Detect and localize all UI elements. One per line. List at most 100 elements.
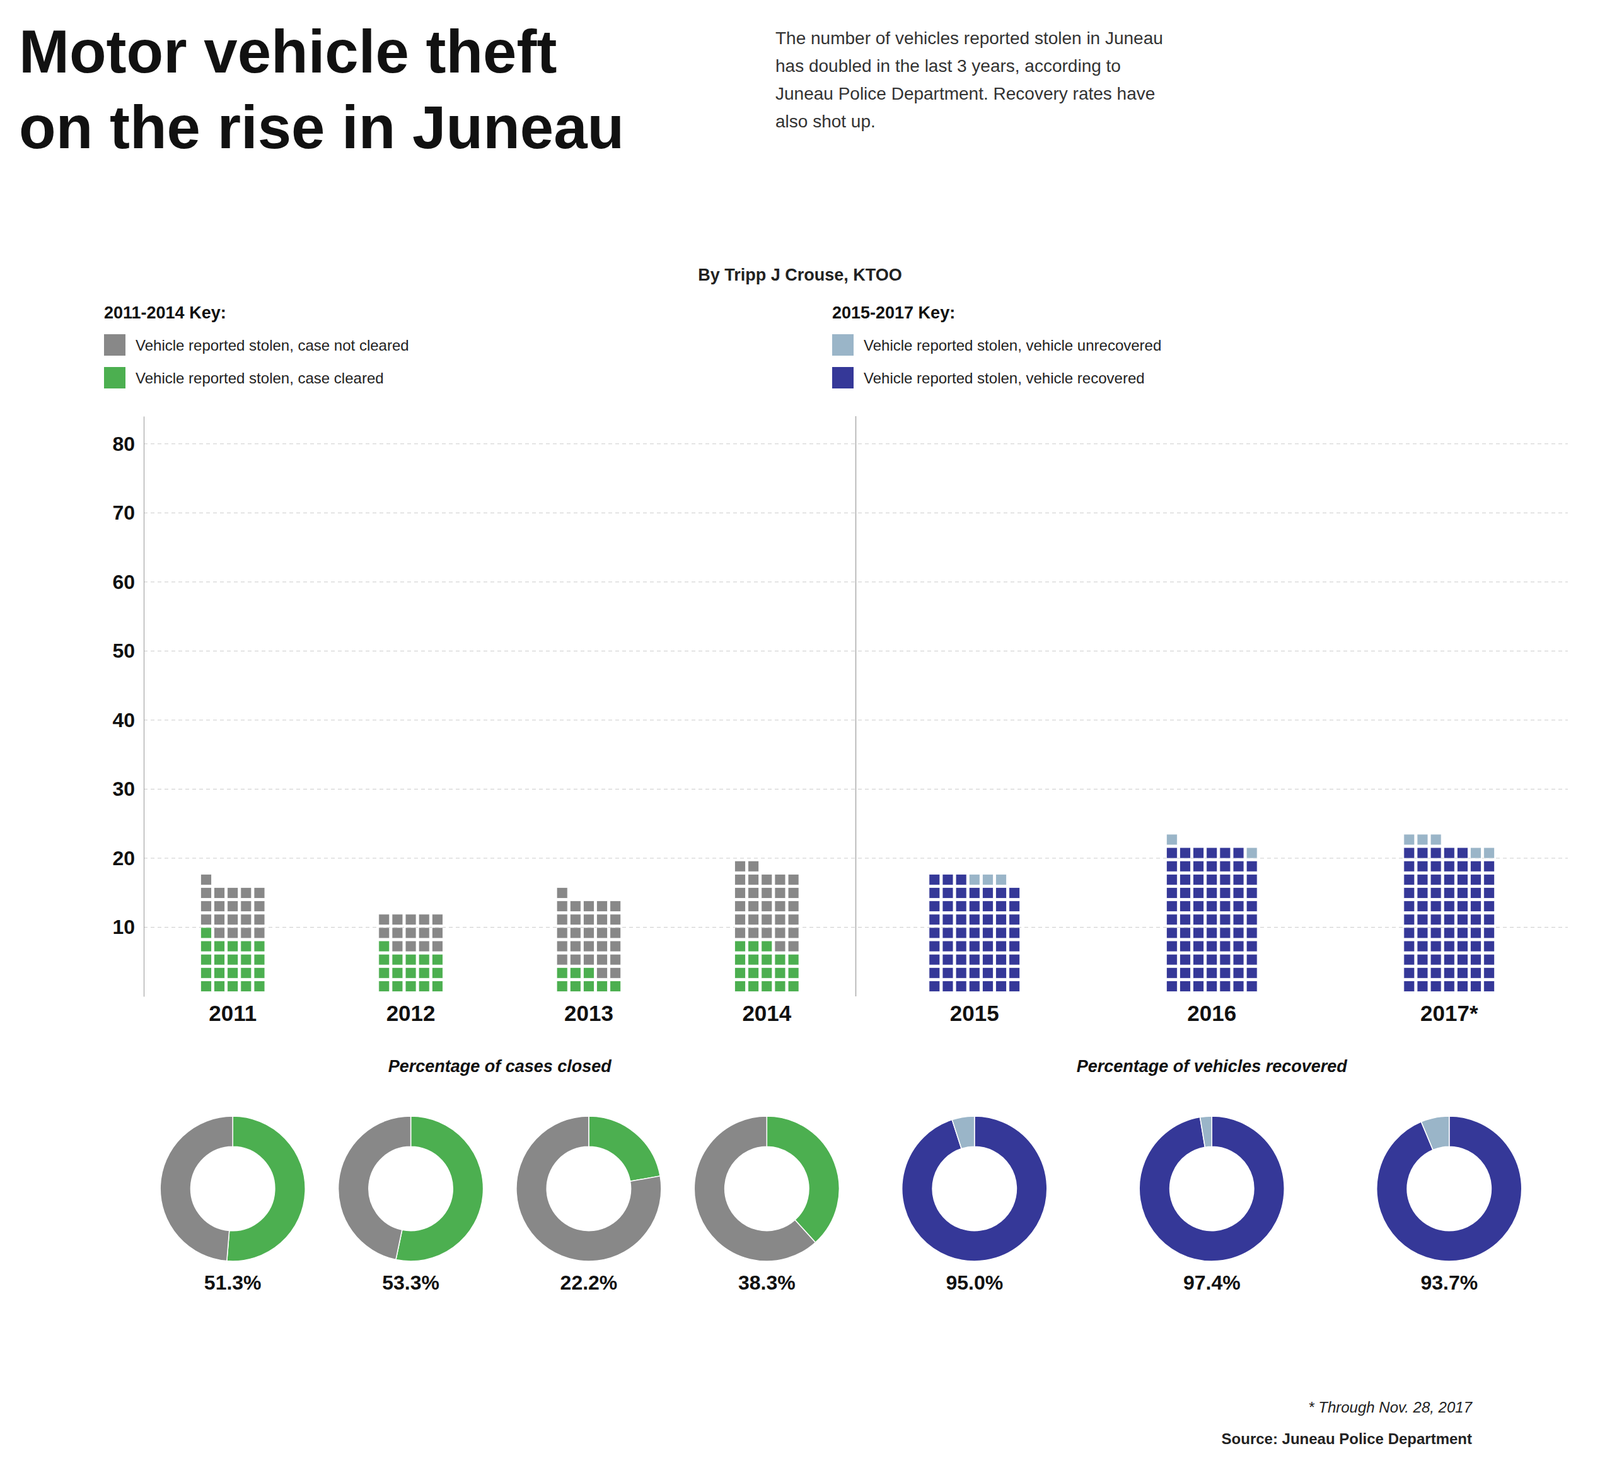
waffle-square <box>392 953 403 965</box>
infographic: Motor vehicle thefton the rise in Juneau… <box>0 0 1600 1463</box>
waffle-square <box>1166 980 1177 992</box>
waffle-square <box>1219 927 1231 939</box>
waffle-square <box>1470 873 1482 885</box>
waffle-square <box>418 940 430 952</box>
waffle-square <box>1219 860 1231 872</box>
waffle-square <box>761 914 773 925</box>
y-tick: 10 <box>112 915 144 939</box>
waffle-square <box>583 927 594 939</box>
waffle-square <box>1206 887 1218 899</box>
waffle-square <box>968 980 980 992</box>
waffle-square <box>227 887 239 899</box>
waffle-square <box>378 940 390 952</box>
waffle-square <box>929 940 940 952</box>
waffle-square <box>378 927 390 939</box>
waffle-square <box>556 887 568 899</box>
waffle-square <box>761 967 773 978</box>
waffle-square <box>1193 887 1205 899</box>
waffle-square <box>1219 940 1231 952</box>
waffle-square <box>418 927 430 939</box>
waffle-square <box>1470 914 1482 925</box>
waffle-square <box>610 980 621 992</box>
waffle-square <box>982 967 993 978</box>
waffle-square <box>1206 900 1218 912</box>
waffle-square <box>1179 967 1191 978</box>
waffle-square <box>1484 847 1495 858</box>
waffle-square <box>1166 967 1177 978</box>
waffle-square <box>774 940 786 952</box>
donut-slice <box>1376 1115 1522 1261</box>
waffle-segment <box>968 873 1007 885</box>
waffle-square <box>1403 940 1415 952</box>
waffle-square <box>1484 927 1495 939</box>
waffle-square <box>748 927 760 939</box>
x-tick: 2012 <box>386 996 436 1026</box>
waffle-square <box>200 927 212 939</box>
waffle-square <box>214 967 226 978</box>
waffle-square <box>1470 940 1482 952</box>
waffle-square <box>968 914 980 925</box>
waffle-square <box>1246 900 1258 912</box>
waffle-square <box>929 953 940 965</box>
waffle-square <box>1206 873 1218 885</box>
data-label: 95.0% <box>945 1270 1003 1294</box>
waffle-square <box>968 927 980 939</box>
waffle-square <box>748 940 760 952</box>
waffle-square <box>556 967 568 978</box>
waffle-square <box>1179 873 1191 885</box>
waffle-square <box>788 927 799 939</box>
legend-swatch <box>832 366 854 389</box>
waffle-square <box>735 980 746 992</box>
waffle-square <box>254 953 265 965</box>
x-tick-label: 2014 <box>742 1000 792 1026</box>
waffle-square <box>955 873 967 885</box>
waffle-square <box>1484 953 1495 965</box>
x-tick: 2017* <box>1420 996 1479 1026</box>
waffle-square <box>1233 927 1244 939</box>
waffle-square <box>1179 953 1191 965</box>
annotation: Source: Juneau Police Department <box>1221 1429 1473 1447</box>
legend-entry: Vehicle reported stolen, vehicle unrecov… <box>863 336 1162 354</box>
waffle-square <box>583 953 594 965</box>
title: Motor vehicle theft <box>18 17 557 86</box>
waffle-square <box>968 953 980 965</box>
waffle-square <box>240 927 252 939</box>
data-label: 38.3% <box>738 1270 796 1294</box>
waffle-square <box>996 900 1007 912</box>
waffle-square <box>955 980 967 992</box>
waffle-square <box>1246 914 1258 925</box>
waffle-segment <box>200 927 265 992</box>
waffle-square <box>942 980 954 992</box>
waffle-square <box>1470 953 1482 965</box>
waffle-square <box>1470 980 1482 992</box>
waffle-square <box>1470 967 1482 978</box>
waffle-square <box>1206 847 1218 858</box>
waffle-square <box>968 887 980 899</box>
waffle-square <box>569 927 581 939</box>
waffle-square <box>1206 940 1218 952</box>
waffle-square <box>1179 980 1191 992</box>
waffle-square <box>1484 940 1495 952</box>
waffle-square <box>1430 900 1442 912</box>
donut: 51.3% <box>160 1115 306 1294</box>
waffle-square <box>1219 914 1231 925</box>
waffle-square <box>1403 887 1415 899</box>
waffle-square <box>597 967 608 978</box>
waffle-square <box>968 967 980 978</box>
waffle-square <box>748 953 760 965</box>
waffle-square <box>431 940 443 952</box>
waffle-square <box>1443 873 1455 885</box>
waffle-square <box>1193 914 1205 925</box>
waffle-square <box>378 914 390 925</box>
subtitle: has doubled in the last 3 years, accordi… <box>775 56 1121 76</box>
waffle-square <box>735 860 746 872</box>
waffle-segment <box>1403 847 1495 992</box>
waffle-square <box>569 914 581 925</box>
waffle-square <box>254 927 265 939</box>
data-label: 22.2% <box>560 1270 618 1294</box>
waffle-segment <box>1166 834 1258 858</box>
waffle-square <box>1403 967 1415 978</box>
waffle-square <box>254 980 265 992</box>
waffle-square <box>774 967 786 978</box>
waffle-square <box>1193 847 1205 858</box>
